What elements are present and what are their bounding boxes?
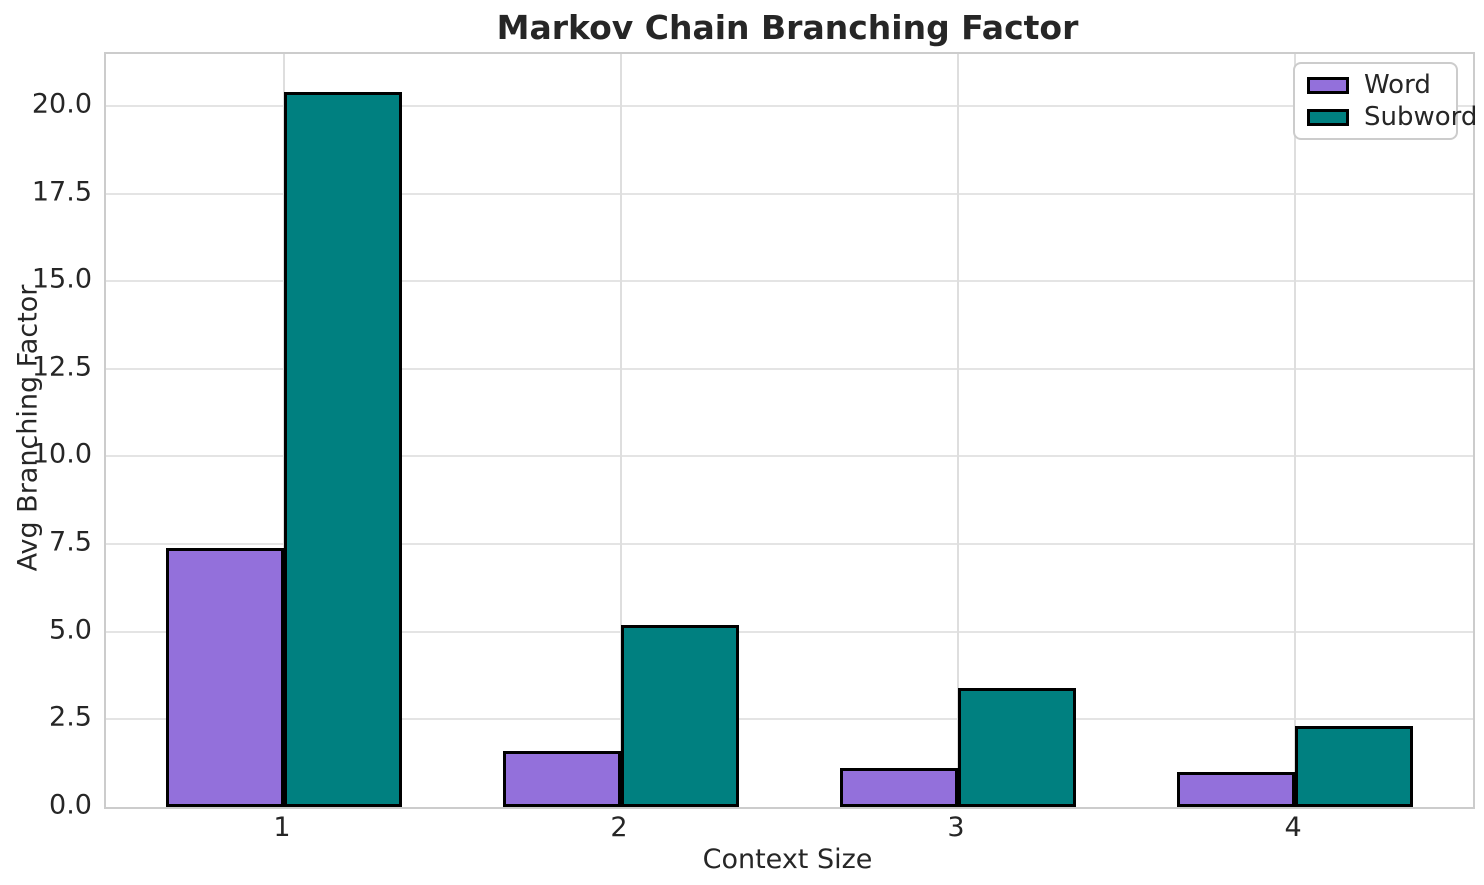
x-tick-label: 1 xyxy=(273,812,291,843)
gridline-horizontal xyxy=(106,718,1473,721)
y-tick-label: 12.5 xyxy=(31,351,92,383)
plot-area xyxy=(104,52,1475,809)
y-tick-label: 7.5 xyxy=(49,526,92,558)
legend-label: Subword xyxy=(1364,102,1478,132)
legend: Word Subword xyxy=(1293,62,1477,140)
x-tick-label: 4 xyxy=(1284,812,1302,843)
gridline-horizontal xyxy=(106,543,1473,546)
gridline-vertical xyxy=(619,54,622,807)
bar-subword-1 xyxy=(283,91,402,807)
legend-swatch-icon xyxy=(1307,108,1349,126)
gridline-horizontal xyxy=(106,367,1473,370)
bar-word-4 xyxy=(1177,771,1296,807)
gridline-horizontal xyxy=(106,630,1473,633)
bar-subword-4 xyxy=(1295,726,1413,807)
legend-item-subword: Subword xyxy=(1307,103,1477,131)
y-tick-label: 5.0 xyxy=(49,614,92,646)
x-tick-label: 2 xyxy=(610,812,628,843)
bar-word-1 xyxy=(165,547,284,807)
bar-word-2 xyxy=(503,750,621,807)
legend-item-word: Word xyxy=(1307,71,1444,99)
legend-swatch-icon xyxy=(1307,76,1349,94)
y-tick-label: 15.0 xyxy=(31,263,92,295)
gridline-horizontal xyxy=(106,104,1473,107)
gridline-horizontal xyxy=(106,192,1473,195)
y-axis-label: Avg Branching Factor xyxy=(12,284,44,572)
gridline-vertical xyxy=(1294,54,1297,807)
y-tick-label: 20.0 xyxy=(31,88,92,120)
y-tick-label: 0.0 xyxy=(49,789,92,821)
y-tick-label: 2.5 xyxy=(49,701,92,733)
x-tick-label: 3 xyxy=(947,812,965,843)
legend-label: Word xyxy=(1364,70,1431,100)
y-tick-label: 10.0 xyxy=(31,438,92,470)
x-axis-label: Context Size xyxy=(702,844,873,875)
bar-subword-3 xyxy=(958,687,1076,807)
y-tick-label: 17.5 xyxy=(31,176,92,208)
gridline-horizontal xyxy=(106,455,1473,458)
bar-subword-2 xyxy=(620,624,739,807)
chart-title: Markov Chain Branching Factor xyxy=(496,8,1079,47)
gridline-horizontal xyxy=(106,280,1473,283)
bar-word-3 xyxy=(840,768,958,807)
gridline-vertical xyxy=(957,54,960,807)
